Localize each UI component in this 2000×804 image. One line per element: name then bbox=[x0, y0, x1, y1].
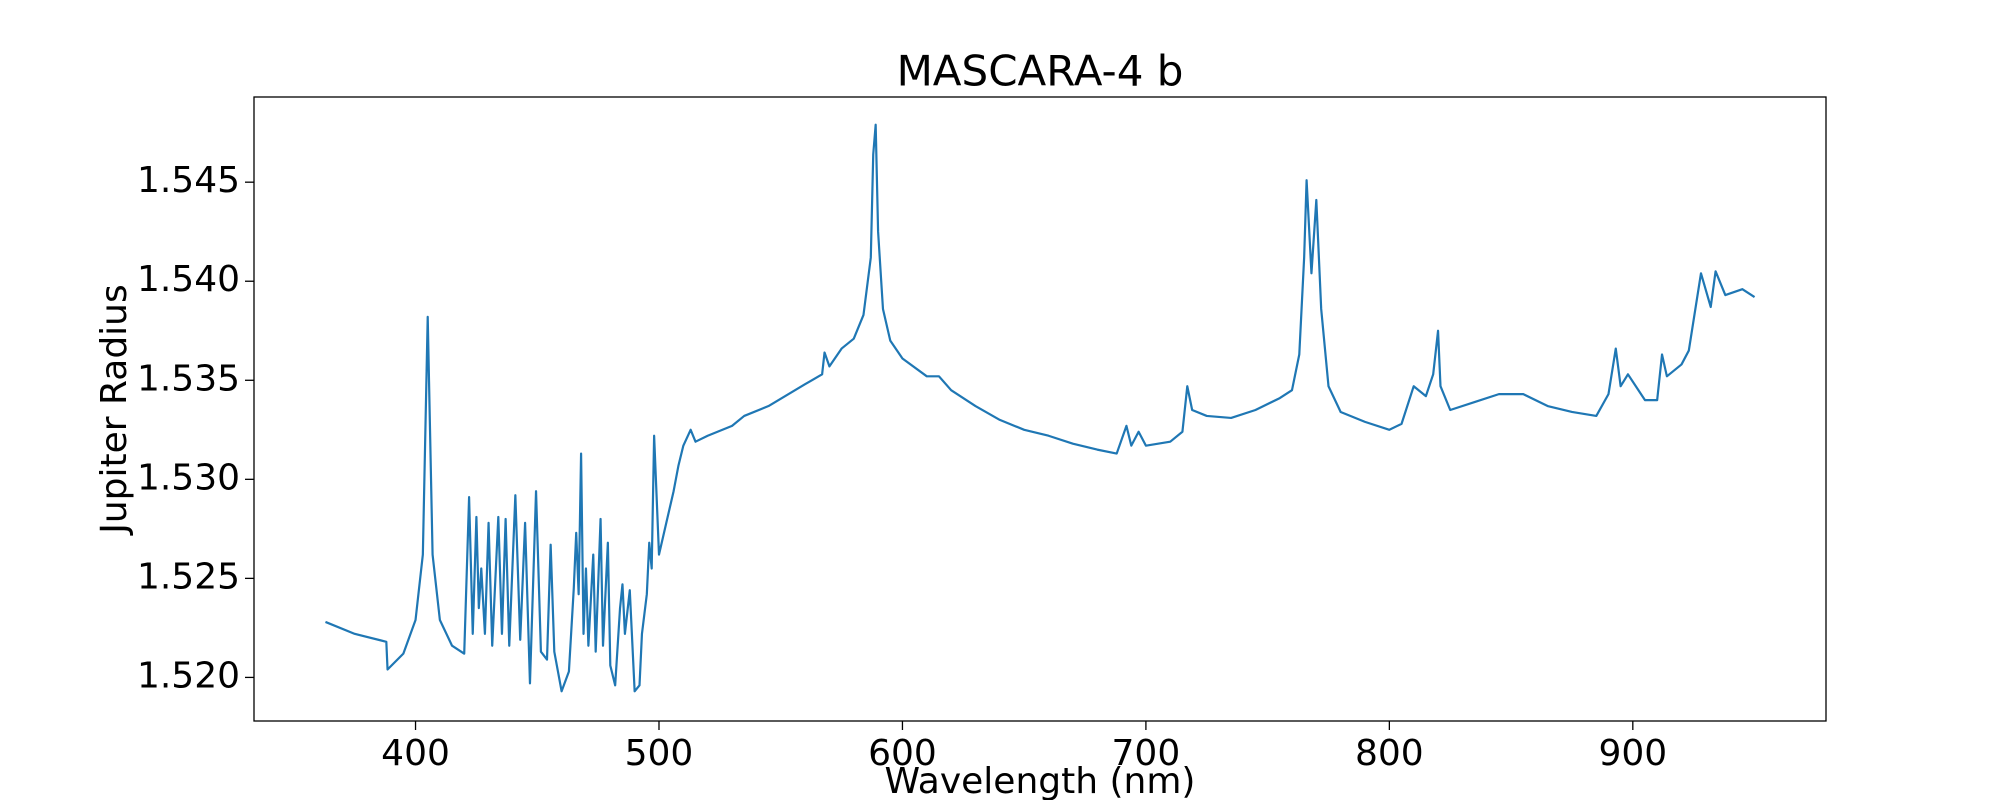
y-tick-label: 1.525 bbox=[137, 556, 240, 597]
y-tick-label: 1.520 bbox=[137, 655, 240, 696]
x-tick-label: 900 bbox=[1598, 733, 1667, 774]
plot-frame bbox=[253, 96, 1827, 722]
x-tick-label: 800 bbox=[1355, 733, 1424, 774]
x-tick-label: 400 bbox=[381, 733, 450, 774]
data-line bbox=[325, 123, 1756, 693]
y-tick-label: 1.530 bbox=[137, 457, 240, 498]
x-tick-label: 700 bbox=[1112, 733, 1181, 774]
y-tick-label: 1.540 bbox=[137, 259, 240, 300]
chart-title: MASCARA-4 b bbox=[897, 47, 1184, 96]
x-tick-label: 600 bbox=[868, 733, 937, 774]
y-tick-label: 1.545 bbox=[137, 160, 240, 201]
y-axis-label: Jupiter Radius bbox=[94, 284, 135, 536]
x-tick-label: 500 bbox=[625, 733, 694, 774]
x-axis-label: Wavelength (nm) bbox=[885, 761, 1196, 800]
y-tick-label: 1.535 bbox=[137, 358, 240, 399]
